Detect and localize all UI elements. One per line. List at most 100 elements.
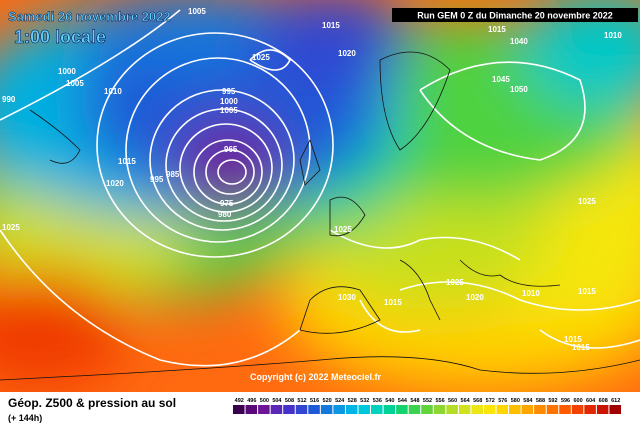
legend-swatch: [295, 405, 308, 414]
legend-swatch: [534, 405, 546, 414]
legend-label: 568: [473, 398, 482, 404]
pressure-label: 1015: [572, 343, 590, 352]
legend-label: 608: [599, 398, 608, 404]
legend-label: 504: [272, 398, 282, 404]
forecast-lead: (+ 144h): [8, 413, 42, 423]
legend-label: 596: [561, 398, 570, 404]
legend-label: 516: [310, 398, 319, 404]
isobars: [0, 9, 640, 367]
legend-swatch: [371, 405, 383, 414]
legend-label: 496: [247, 398, 256, 404]
pressure-label: 1005: [66, 79, 84, 88]
legend-swatch: [559, 405, 571, 414]
legend-label: 560: [448, 398, 457, 404]
legend-swatch: [584, 405, 596, 414]
legend-swatch: [283, 405, 295, 414]
legend-swatch: [396, 405, 408, 414]
legend-label: 612: [611, 398, 620, 404]
local-time: 1:00 locale: [14, 27, 106, 47]
legend-label: 520: [323, 398, 332, 404]
run-info: Run GEM 0 Z du Dimanche 20 novembre 2022: [417, 11, 613, 21]
legend-label: 500: [260, 398, 269, 404]
pressure-label: 1025: [252, 53, 270, 62]
pressure-label: 1000: [220, 97, 238, 106]
copyright: Copyright (c) 2022 Meteociel.fr: [250, 372, 382, 382]
pressure-label: 965: [224, 145, 238, 154]
legend-label: 592: [548, 398, 557, 404]
legend-swatch: [471, 405, 483, 414]
legend-swatch: [609, 405, 621, 414]
legend-swatch: [433, 405, 446, 414]
footer: [0, 392, 640, 427]
legend-swatch: [483, 405, 496, 414]
legend-label: 588: [536, 398, 545, 404]
legend-label: 532: [360, 398, 369, 404]
legend-swatch: [258, 405, 270, 414]
legend-label: 552: [423, 398, 432, 404]
legend-swatch: [233, 405, 245, 414]
legend-label: 524: [335, 398, 345, 404]
run-box: [392, 8, 638, 22]
legend-label: 508: [285, 398, 294, 404]
legend-swatch: [596, 405, 609, 414]
pressure-label: 985: [166, 170, 180, 179]
pressure-label: 1010: [522, 289, 540, 298]
color-legend: 492 496 500 504 508 512 516 520 524 528 532 536 540 5…: [233, 398, 621, 414]
legend-label: 548: [410, 398, 419, 404]
pressure-label: 975: [220, 199, 234, 208]
pressure-label: 1020: [466, 293, 484, 302]
pressure-label: 1015: [322, 21, 340, 30]
pressure-label: 990: [2, 95, 16, 104]
map-field: 1005 1015 1020 1025 1000 1005 990 1010 9…: [0, 0, 640, 392]
legend-swatch: [333, 405, 345, 414]
pressure-label: 1015: [488, 25, 506, 34]
legend-swatch: [245, 405, 258, 414]
pressure-label: 980: [218, 210, 232, 219]
pressure-label: 1020: [106, 179, 124, 188]
legend-swatch: [358, 405, 371, 414]
legend-swatch: [521, 405, 534, 414]
legend-swatch: [496, 405, 509, 414]
footer-title: Géop. Z500 & pression au sol: [8, 396, 176, 410]
pressure-labels: 1005 1015 1020 1025 1000 1005 990 1010 9…: [2, 7, 622, 352]
pressure-label: 1015: [578, 287, 596, 296]
legend-label: 540: [385, 398, 394, 404]
pressure-label: 1025: [446, 278, 464, 287]
pressure-label: 1015: [384, 298, 402, 307]
legend-swatch: [446, 405, 458, 414]
pressure-label: 995: [150, 175, 164, 184]
coastlines: [0, 51, 640, 381]
pressure-label: 1040: [510, 37, 528, 46]
legend-swatch: [320, 405, 333, 414]
legend-label: 528: [348, 398, 357, 404]
pressure-label: 1010: [104, 87, 122, 96]
date: Samedi 26 novembre 2022: [8, 9, 171, 24]
pressure-label: 1020: [338, 49, 356, 58]
legend-label: 512: [297, 398, 306, 404]
legend-swatch: [546, 405, 559, 414]
pressure-label: 1005: [220, 106, 238, 115]
legend-label: 544: [398, 398, 408, 404]
legend-swatch: [571, 405, 584, 414]
legend-swatch: [270, 405, 283, 414]
legend-swatch: [509, 405, 521, 414]
pressure-label: 1015: [118, 157, 136, 166]
pressure-label: 1025: [578, 197, 596, 206]
pressure-label: 1000: [58, 67, 76, 76]
legend-swatch: [408, 405, 421, 414]
pressure-label: 1045: [492, 75, 510, 84]
legend-label: 584: [523, 398, 533, 404]
height-field: [0, 0, 640, 390]
legend-label: 492: [235, 398, 244, 404]
legend-label: 536: [373, 398, 382, 404]
legend-label: 600: [573, 398, 582, 404]
pressure-label: 1015: [564, 335, 582, 344]
pressure-label: 995: [222, 87, 236, 96]
legend-swatch: [308, 405, 320, 414]
pressure-label: 1025: [334, 225, 352, 234]
legend-label: 576: [498, 398, 507, 404]
pressure-label: 1030: [338, 293, 356, 302]
pressure-label: 1050: [510, 85, 528, 94]
